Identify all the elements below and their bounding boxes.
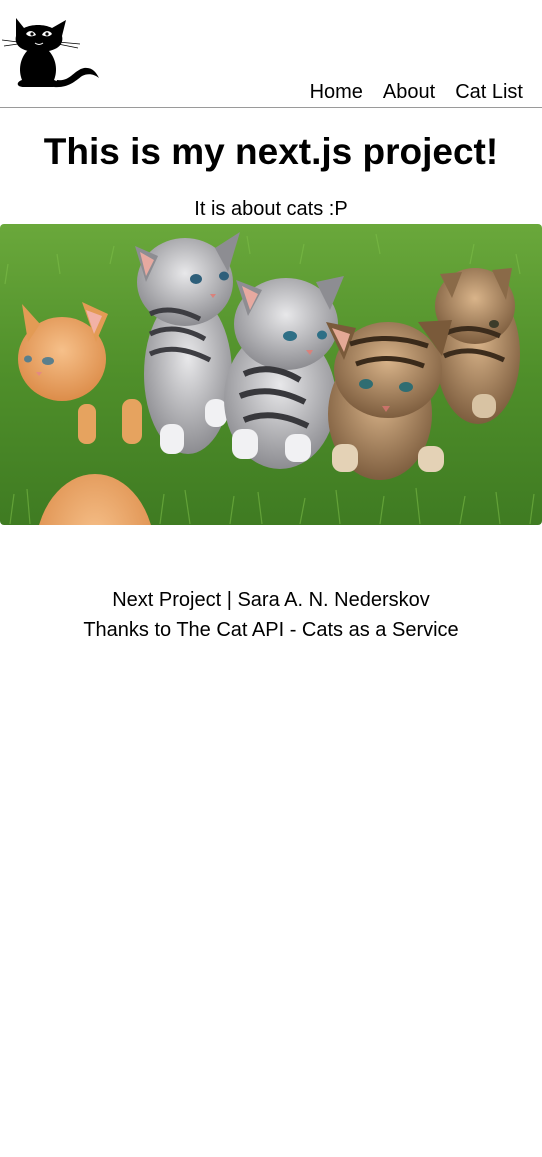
footer-thanks: Thanks to The Cat API - Cats as a Servic…	[83, 619, 459, 641]
site-footer: Next Project | Sara A. N. Nederskov Than…	[0, 585, 542, 645]
nav-cat-list-link[interactable]: Cat List	[455, 81, 523, 103]
main-nav: Home About Cat List	[310, 80, 523, 104]
nav-home-link[interactable]: Home	[309, 81, 363, 103]
page-subtitle: It is about cats :P	[194, 198, 348, 220]
black-cat-icon[interactable]	[1, 10, 102, 90]
page-title: This is my next.js project!	[43, 131, 499, 172]
site-header: Home About Cat List	[0, 0, 542, 108]
footer-credits: Next Project | Sara A. N. Nederskov	[112, 589, 430, 611]
nav-about-link[interactable]: About	[382, 81, 436, 103]
kittens-hero-image	[0, 224, 542, 525]
